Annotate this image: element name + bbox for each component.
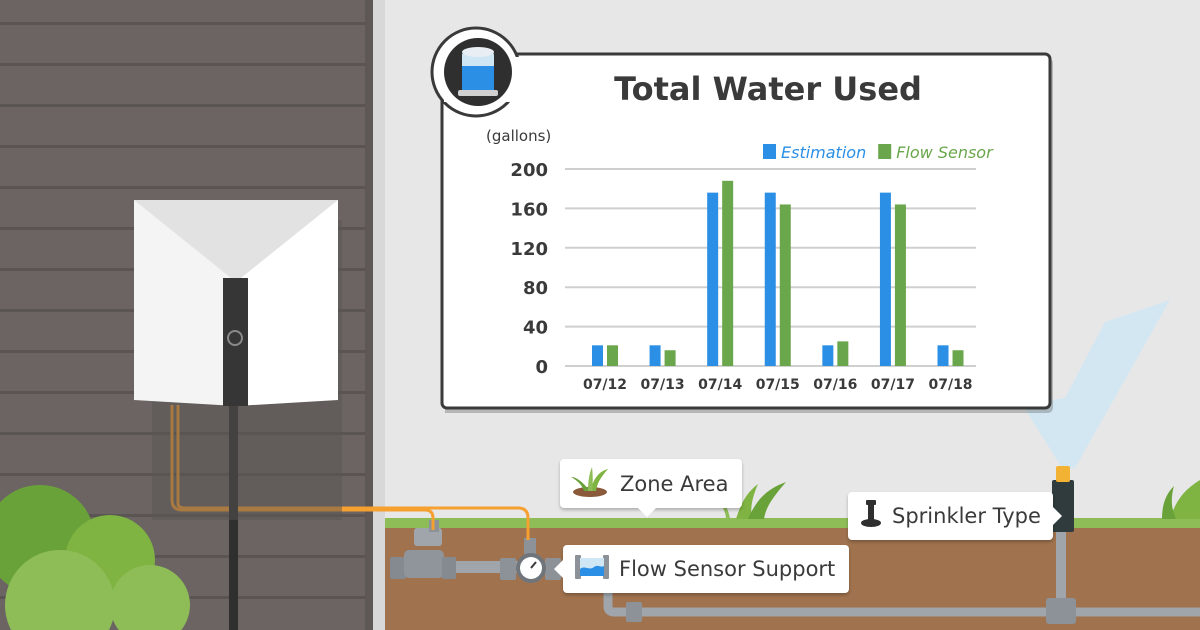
irrigation-controller [134,200,342,520]
bush [0,485,190,630]
x-tick-label: 07/18 [928,377,972,393]
y-tick-label: 160 [510,199,548,220]
x-tick-label: 07/13 [641,377,685,393]
chart-panel: Total Water Used (gallons) Estimation Flo… [430,26,1053,413]
bar-estimation [822,345,834,366]
siding-line [0,145,365,148]
bar-estimation [879,192,891,366]
bar-flow-sensor [894,204,906,366]
sprinkler-head-icon [860,499,882,533]
water-spray [1022,300,1170,468]
chart-title: Total Water Used [614,70,922,108]
bar-flow-sensor [722,180,734,366]
x-tick-label: 07/16 [813,377,857,393]
legend-label: Estimation [781,143,866,162]
bar-estimation [764,192,776,366]
siding-line [0,63,365,66]
x-tick-label: 07/14 [698,377,742,393]
plant-icon [570,465,610,502]
bar-flow-sensor [837,341,849,366]
bar-estimation [649,345,661,366]
bar-flow-sensor [779,204,791,366]
x-tick-label: 07/12 [583,377,627,393]
sprinkler-type-callout[interactable]: Sprinkler Type [848,492,1062,540]
legend-swatch [878,144,892,159]
y-tick-label: 0 [535,357,548,378]
flow-sensor-icon [575,553,609,586]
siding-line [0,555,365,558]
controller-button-icon [227,330,243,346]
siding-line [0,104,365,107]
legend-label: Flow Sensor [896,143,994,162]
wall-trim [373,0,385,630]
y-tick-label: 200 [510,160,548,181]
zone-area-label: Zone Area [620,471,729,496]
valve-icon [390,520,456,579]
siding-line [0,186,365,189]
legend-swatch [763,144,776,159]
bar-estimation [707,192,719,366]
flow-sensor-label: Flow Sensor Support [619,557,836,581]
sprinkler-type-label: Sprinkler Type [892,504,1041,528]
flow-meter-icon [500,538,561,583]
y-tick-label: 120 [510,239,548,260]
x-tick-label: 07/17 [871,377,915,393]
grass-tuft-icon [712,482,786,519]
zone-area-callout[interactable]: Zone Area [560,459,743,517]
y-tick-label: 40 [523,318,548,339]
bar-flow-sensor [607,345,618,366]
y-tick-label: 80 [523,278,548,299]
flow-sensor-callout[interactable]: Flow Sensor Support [553,545,850,593]
bar-flow-sensor [952,350,964,366]
bar-estimation [937,345,949,366]
grass-tuft-icon [1162,480,1200,519]
unit-label: (gallons) [486,127,551,145]
bar-flow-sensor [664,350,676,366]
bar-estimation [592,345,603,366]
siding-line [0,22,365,25]
x-tick-label: 07/15 [756,377,800,393]
